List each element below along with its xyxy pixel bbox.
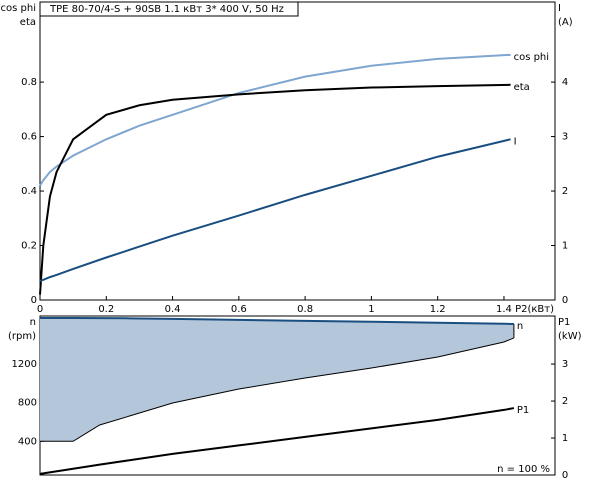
y2-axis-label: (A)	[558, 17, 573, 28]
y-axis-label: (rpm)	[8, 331, 36, 342]
y-axis-label: eta	[20, 17, 36, 28]
series-label: n	[517, 321, 523, 332]
annotation: n = 100 %	[497, 464, 550, 475]
x-tick-label: 0.2	[98, 304, 114, 315]
y2-tick-label: 3	[562, 132, 568, 143]
y-axis-label: cos phi	[1, 3, 36, 14]
x-tick-label: 1	[368, 304, 374, 315]
x-axis-label: P2(кВт)	[515, 304, 554, 315]
range-lower-line	[40, 337, 515, 442]
y-tick-label: 0.8	[21, 77, 37, 88]
x-tick-label: 0	[37, 304, 43, 315]
y2-tick-label: 0	[562, 295, 568, 306]
series-line	[39, 407, 515, 475]
y-tick-label: 800	[18, 398, 37, 409]
y2-tick-label: 4	[562, 77, 568, 88]
y2-tick-label: 3	[562, 359, 568, 370]
x-tick-label: 0.8	[297, 304, 313, 315]
y2-tick-label: 2	[562, 396, 568, 407]
y2-axis-label: (kW)	[558, 331, 582, 342]
series-line	[40, 317, 514, 325]
x-tick-label: 0.6	[231, 304, 247, 315]
chart-title: TPE 80-70/4-S + 90SB 1.1 кВт 3* 400 V, 5…	[49, 4, 284, 15]
series-line	[39, 83, 511, 295]
y-tick-label: 0.4	[21, 186, 37, 197]
y-tick-label: 400	[18, 436, 37, 447]
x-tick-label: 1.4	[496, 304, 512, 315]
y-tick-label: 0.6	[21, 132, 37, 143]
series-label: P1	[517, 405, 529, 416]
y-axis-label: n	[30, 317, 36, 328]
y2-axis-label: I	[558, 3, 561, 14]
y2-axis-label: P1	[558, 317, 570, 328]
series-line	[39, 138, 511, 282]
x-tick-label: 1.2	[430, 304, 446, 315]
y2-tick-label: 1	[562, 241, 568, 252]
y-tick-label: 0	[31, 295, 37, 306]
series-line	[39, 53, 511, 187]
y-tick-label: 1200	[12, 359, 37, 370]
top-plot-frame	[39, 1, 556, 301]
title-box	[39, 1, 299, 17]
range-fill	[40, 318, 514, 442]
x-tick-label: 0.4	[165, 304, 181, 315]
y2-tick-label: 1	[562, 433, 568, 444]
y-tick-label: 0.2	[21, 241, 37, 252]
y2-tick-label: 0	[562, 470, 568, 480]
series-label: I	[514, 136, 517, 147]
series-label: cos phi	[514, 52, 549, 63]
series-label: eta	[514, 82, 530, 93]
y2-tick-label: 2	[562, 186, 568, 197]
